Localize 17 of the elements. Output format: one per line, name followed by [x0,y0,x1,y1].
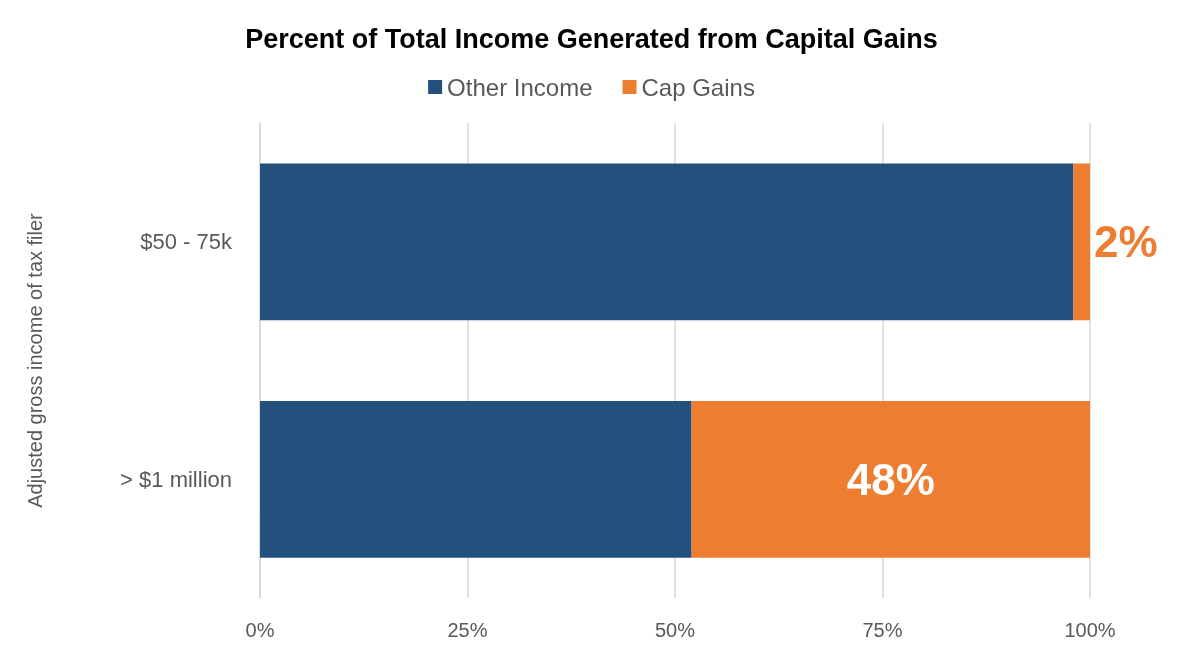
x-tick-label: 0% [245,619,275,641]
x-tick-label: 50% [654,619,696,641]
y-tick-label: > $1 million [120,466,232,492]
x-tick-label: 25% [447,619,488,641]
x-tick-label: 100% [1064,619,1116,641]
y-axis-title: Adjusted gross income of tax filer [24,212,46,508]
x-tick-label: 75% [862,619,903,641]
bar [260,163,1074,321]
data-label: 48% [846,454,935,504]
bar [1073,163,1090,321]
bar [691,400,1090,558]
legend-label: Other Income [447,73,593,101]
legend-label: Cap Gains [641,73,755,101]
data-label: 2% [1094,217,1158,267]
y-tick-label: $50 - 75k [140,229,233,255]
bar [260,400,692,558]
chart-title: Percent of Total Income Generated from Capital Gains [245,23,938,54]
